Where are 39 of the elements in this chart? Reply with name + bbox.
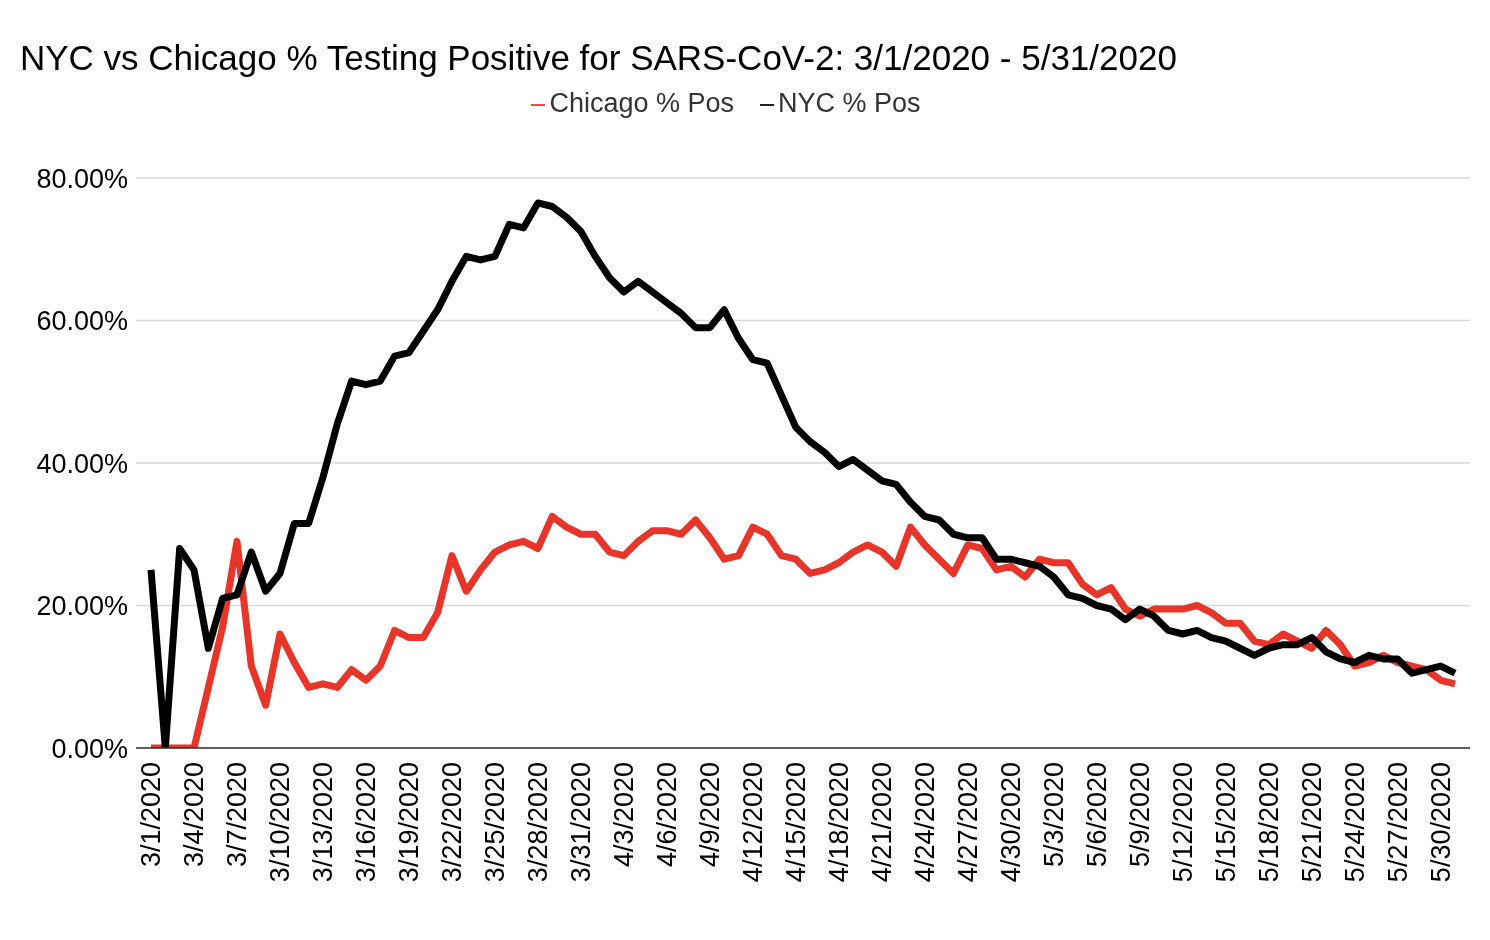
y-tick-label: 20.00% <box>36 591 128 622</box>
x-tick-label: 3/22/2020 <box>436 762 467 883</box>
chart-title: NYC vs Chicago % Testing Positive for SARS-CoV-2: 3/1/2020 - 5/31/2020 <box>19 37 1178 79</box>
x-tick-label: 3/19/2020 <box>393 762 424 883</box>
x-tick-label: 4/30/2020 <box>995 762 1026 883</box>
x-tick-label: 5/15/2020 <box>1210 762 1241 883</box>
x-tick-label: 5/9/2020 <box>1124 762 1155 868</box>
x-tick-label: 3/28/2020 <box>522 762 553 883</box>
y-tick-label: 60.00% <box>36 306 128 337</box>
x-tick-label: 3/1/2020 <box>136 762 166 868</box>
x-tick-label: 5/24/2020 <box>1339 762 1370 883</box>
x-tick-label: 5/30/2020 <box>1425 762 1456 883</box>
x-tick-label: 5/21/2020 <box>1296 762 1327 883</box>
x-tick-label: 4/6/2020 <box>651 762 682 868</box>
x-tick-label: 4/15/2020 <box>780 762 811 883</box>
legend-label: NYC % Pos <box>778 88 921 118</box>
x-tick-label: 4/12/2020 <box>737 762 768 883</box>
x-tick-label: 4/21/2020 <box>866 762 897 883</box>
x-tick-label: 3/10/2020 <box>264 762 295 883</box>
x-tick-label: 3/7/2020 <box>221 762 252 868</box>
x-tick-label: 5/6/2020 <box>1081 762 1112 868</box>
x-tick-label: 5/18/2020 <box>1253 762 1284 883</box>
x-tick-label: 4/27/2020 <box>952 762 983 883</box>
legend-label: Chicago % Pos <box>549 88 735 118</box>
x-tick-label: 4/9/2020 <box>694 762 725 868</box>
y-tick-label: 0.00% <box>51 733 128 764</box>
x-tick-label: 5/12/2020 <box>1167 762 1198 883</box>
x-tick-label: 4/3/2020 <box>608 762 639 868</box>
x-tick-label: 3/13/2020 <box>307 762 338 883</box>
y-tick-label: 80.00% <box>36 163 128 194</box>
x-tick-label: 3/25/2020 <box>479 762 510 883</box>
x-tick-label: 3/4/2020 <box>178 762 209 868</box>
x-tick-label: 4/24/2020 <box>909 762 940 883</box>
x-tick-label: 5/27/2020 <box>1382 762 1413 883</box>
y-tick-label: 40.00% <box>36 448 128 479</box>
x-tick-label: 5/3/2020 <box>1038 762 1069 868</box>
x-tick-label: 4/18/2020 <box>823 762 854 883</box>
x-tick-label: 3/16/2020 <box>350 762 381 883</box>
x-tick-label: 3/31/2020 <box>565 762 596 883</box>
